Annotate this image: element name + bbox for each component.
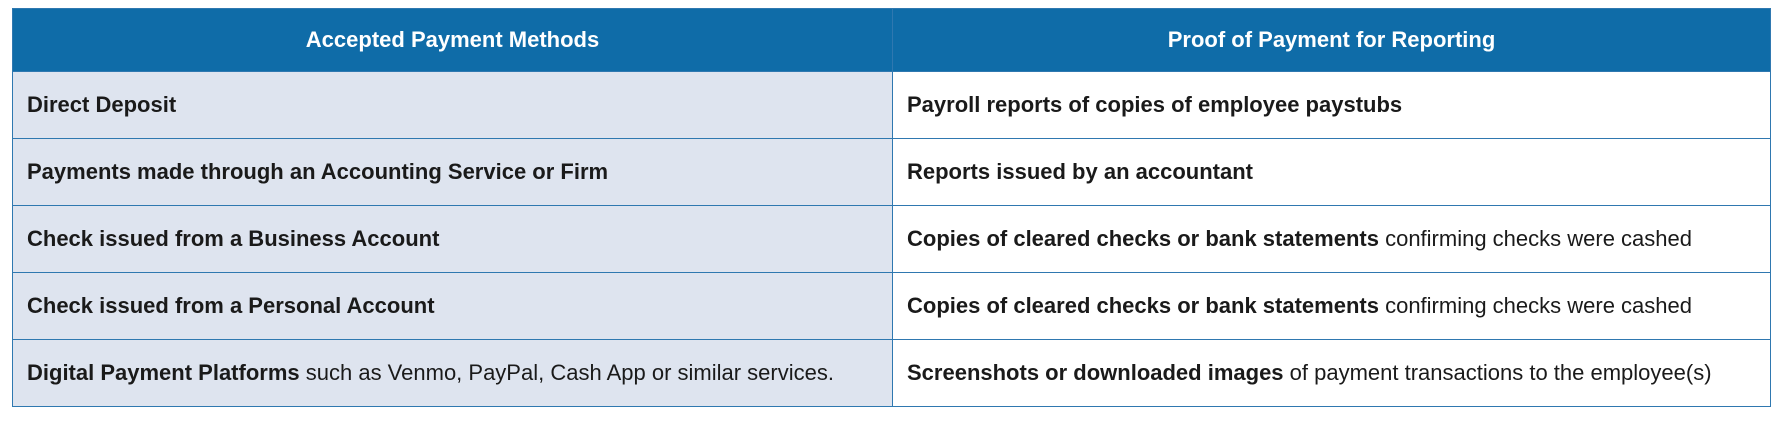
table-header-row: Accepted Payment Methods Proof of Paymen…: [12, 8, 1771, 72]
payment-method-name: Direct Deposit: [27, 92, 177, 117]
proof-detail: confirming checks were cashed: [1378, 226, 1692, 251]
payment-method-name: Check issued from a Business Account: [27, 226, 440, 251]
table-row: Direct Deposit Payroll reports of copies…: [12, 71, 1771, 139]
payment-method-name: Payments made through an Accounting Serv…: [27, 159, 609, 184]
payment-methods-table: Accepted Payment Methods Proof of Paymen…: [12, 8, 1771, 407]
proof-of-payment-cell: Reports issued by an accountant: [892, 138, 1771, 206]
payment-methods-table-container: Accepted Payment Methods Proof of Paymen…: [12, 8, 1771, 407]
table-row: Payments made through an Accounting Serv…: [12, 138, 1771, 206]
header-proof-of-payment: Proof of Payment for Reporting: [892, 8, 1771, 72]
payment-method-detail: such as Venmo, PayPal, Cash App or simil…: [299, 360, 834, 385]
proof-name: Copies of cleared checks or bank stateme…: [907, 226, 1379, 251]
proof-of-payment-cell: Payroll reports of copies of employee pa…: [892, 71, 1771, 139]
table-row: Check issued from a Business Account Cop…: [12, 205, 1771, 273]
payment-method-cell: Digital Payment Platforms such as Venmo,…: [12, 339, 893, 407]
payment-method-name: Check issued from a Personal Account: [27, 293, 435, 318]
table-row: Check issued from a Personal Account Cop…: [12, 272, 1771, 340]
proof-detail: confirming checks were cashed: [1378, 293, 1692, 318]
payment-method-cell: Check issued from a Personal Account: [12, 272, 893, 340]
proof-of-payment-cell: Copies of cleared checks or bank stateme…: [892, 205, 1771, 273]
header-accepted-payment-methods: Accepted Payment Methods: [12, 8, 893, 72]
proof-of-payment-cell: Copies of cleared checks or bank stateme…: [892, 272, 1771, 340]
proof-detail: of payment transactions to the employee(…: [1283, 360, 1712, 385]
table-row: Digital Payment Platforms such as Venmo,…: [12, 339, 1771, 407]
proof-name: Payroll reports of copies of employee pa…: [907, 92, 1403, 117]
proof-name: Screenshots or downloaded images: [907, 360, 1284, 385]
proof-of-payment-cell: Screenshots or downloaded images of paym…: [892, 339, 1771, 407]
payment-method-cell: Direct Deposit: [12, 71, 893, 139]
proof-name: Copies of cleared checks or bank stateme…: [907, 293, 1379, 318]
payment-method-cell: Check issued from a Business Account: [12, 205, 893, 273]
payment-method-cell: Payments made through an Accounting Serv…: [12, 138, 893, 206]
proof-name: Reports issued by an accountant: [907, 159, 1253, 184]
payment-method-name: Digital Payment Platforms: [27, 360, 300, 385]
